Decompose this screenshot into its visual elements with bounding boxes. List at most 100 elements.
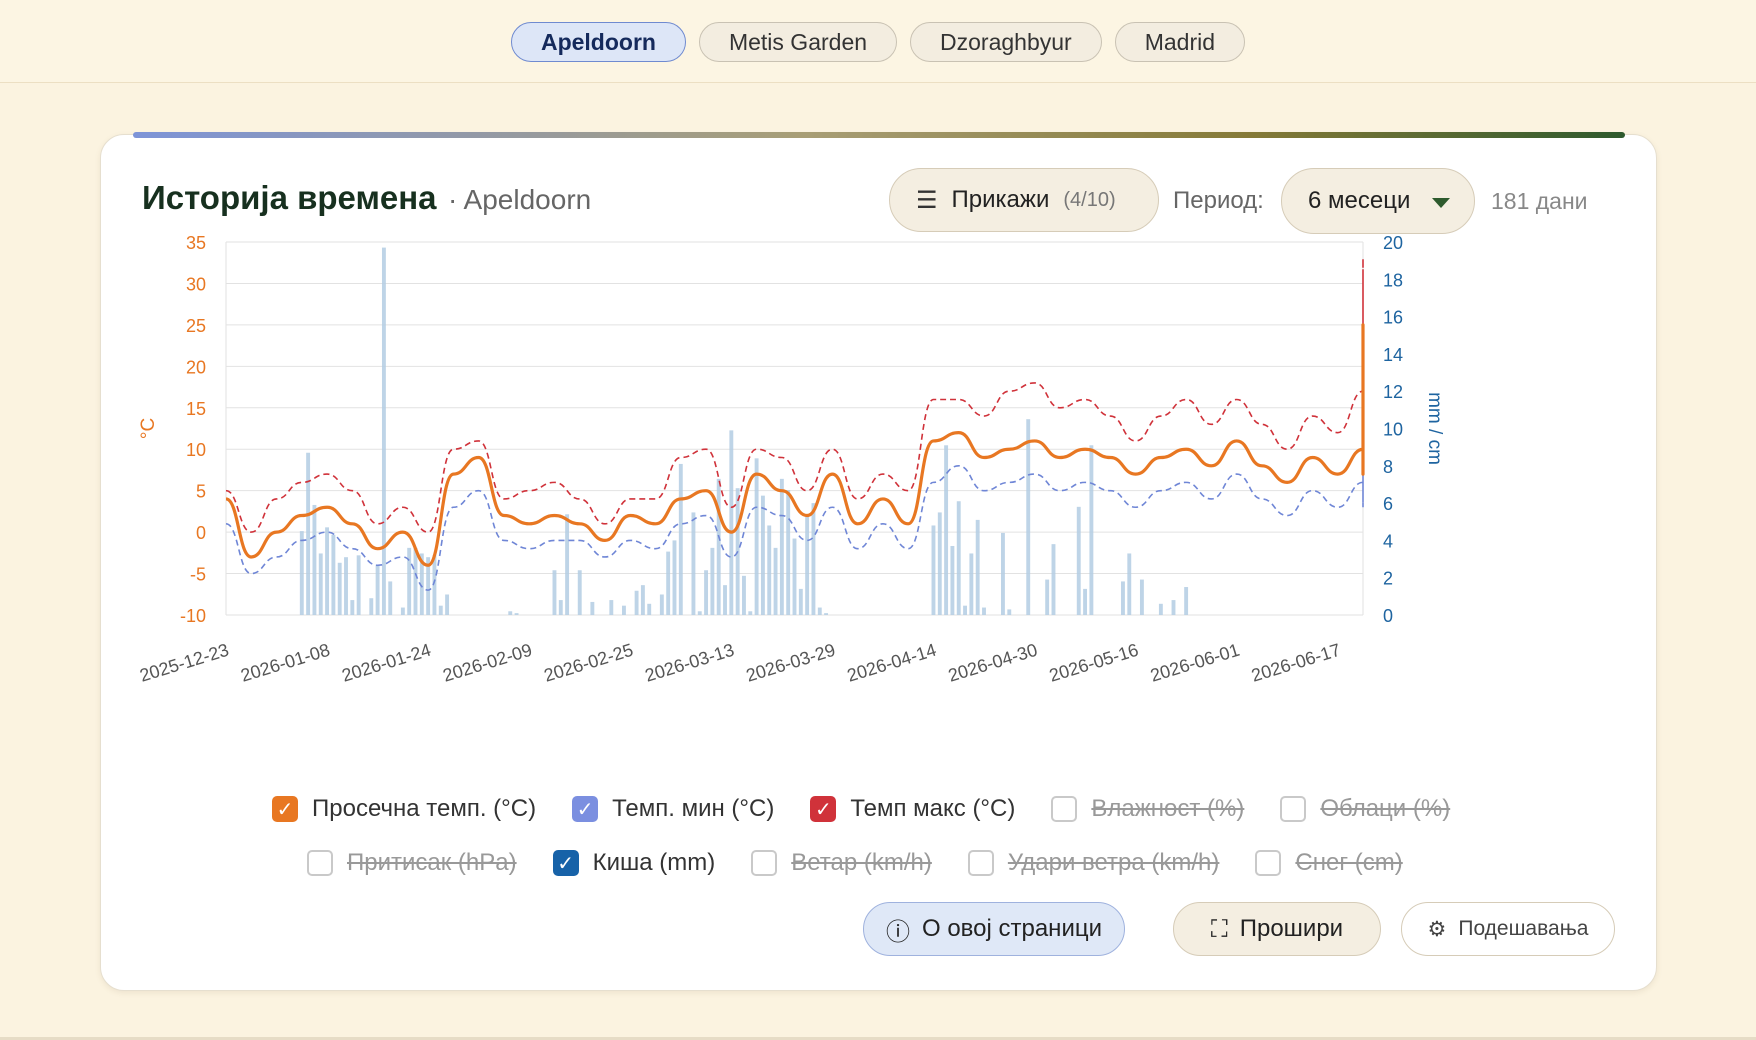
- checkbox-snow[interactable]: [1255, 850, 1282, 876]
- expand-button[interactable]: ⛶ Прошири: [1173, 902, 1381, 956]
- x-tick-label: 2026-05-16: [1047, 640, 1141, 686]
- rain-bar: [1076, 506, 1081, 615]
- legend-item-snow[interactable]: Снег (cm): [1255, 849, 1403, 877]
- rain-bar: [1001, 532, 1005, 615]
- left-tick-label: 25: [186, 316, 206, 336]
- show-series-button[interactable]: ☰ Прикажи (4/10): [889, 168, 1159, 232]
- rain-bar: [944, 445, 949, 615]
- rain-bar: [381, 247, 386, 615]
- rain-bar: [647, 603, 652, 615]
- checkbox-wind[interactable]: [751, 850, 778, 876]
- legend-item-humidity[interactable]: Влажност (%): [1051, 795, 1244, 823]
- tab-madrid[interactable]: Madrid: [1114, 22, 1246, 62]
- settings-button[interactable]: ⚙ Подешавања: [1401, 902, 1615, 956]
- rain-bar: [407, 547, 412, 615]
- rain-bar: [1045, 579, 1050, 615]
- days-count: 181 дани: [1491, 188, 1588, 214]
- right-tick-label: 6: [1383, 494, 1393, 514]
- rain-bar: [445, 594, 450, 615]
- checkbox-pressure[interactable]: [307, 850, 333, 876]
- rain-bar: [432, 555, 437, 615]
- rain-bar: [299, 531, 304, 615]
- rain-bar: [508, 611, 513, 615]
- rain-bar: [786, 490, 791, 615]
- rain-bar: [963, 605, 967, 615]
- legend-row-1: ✓ Просечна темп. (°C) ✓ Темп. мин (°C) ✓…: [272, 795, 1486, 823]
- rain-bar: [375, 564, 380, 615]
- city-tabs: Apeldoorn Metis Garden Dzoraghbyur Madri…: [0, 22, 1756, 62]
- info-icon: ⓘ: [885, 917, 910, 946]
- rain-bar: [723, 585, 727, 615]
- legend-item-rain[interactable]: ✓ Киша (mm): [552, 849, 716, 877]
- tab-apeldoorn[interactable]: Apeldoorn: [510, 22, 686, 62]
- legend-item-max-temp[interactable]: ✓ Темп макс (°C): [810, 795, 1015, 823]
- legend-label: Просечна темп. (°C): [312, 795, 537, 822]
- rain-bar: [1139, 579, 1144, 615]
- x-tick-label: 2026-01-08: [238, 640, 332, 686]
- rain-bar: [640, 585, 645, 615]
- rain-bar: [634, 590, 639, 615]
- rain-bar: [678, 463, 683, 615]
- gear-icon: ⚙: [1427, 917, 1447, 941]
- x-tick-label: 2026-02-09: [440, 640, 534, 686]
- legend-label: Темп макс (°C): [850, 795, 1016, 822]
- legend-item-avg-temp[interactable]: ✓ Просечна темп. (°C): [272, 795, 536, 823]
- checkbox-clouds[interactable]: [1280, 796, 1307, 822]
- checkbox-gusts[interactable]: [967, 850, 994, 876]
- right-tick-label: 20: [1383, 233, 1403, 253]
- legend-item-min-temp[interactable]: ✓ Темп. мин (°C): [572, 795, 774, 823]
- rain-bar: [337, 562, 342, 615]
- rain-bar: [811, 503, 816, 615]
- rain-bar: [937, 512, 942, 615]
- checkbox-humidity[interactable]: [1051, 796, 1078, 822]
- page-title: Историја времена: [142, 179, 437, 216]
- rain-bar: [805, 514, 810, 615]
- x-tick-label: 2026-04-14: [845, 640, 939, 686]
- rain-bar: [748, 611, 753, 615]
- rain-bar: [1158, 603, 1163, 615]
- rain-bar: [767, 525, 772, 615]
- legend-item-wind[interactable]: Ветар (km/h): [751, 849, 932, 877]
- legend-item-clouds[interactable]: Облаци (%): [1280, 795, 1450, 823]
- left-tick-label: 30: [186, 274, 206, 294]
- rain-bar: [331, 534, 336, 615]
- expand-label: Прошири: [1239, 915, 1344, 942]
- series-count: (4/10): [1063, 188, 1116, 211]
- tab-metis-garden[interactable]: Metis Garden: [698, 22, 898, 62]
- checkbox-min-temp[interactable]: ✓: [572, 796, 599, 822]
- rain-bar: [577, 570, 582, 615]
- show-series-label: Прикажи: [951, 186, 1050, 213]
- rain-bar: [697, 611, 702, 615]
- legend-item-gusts[interactable]: Удари ветра (km/h): [967, 849, 1219, 877]
- rain-bar: [312, 504, 317, 615]
- rain-bar: [426, 557, 431, 615]
- checkbox-max-temp[interactable]: ✓: [810, 796, 837, 822]
- rain-bar: [969, 553, 974, 615]
- about-page-button[interactable]: ⓘ О овој страници: [863, 902, 1125, 956]
- card-accent-bar: [133, 132, 1625, 138]
- rain-bar: [956, 501, 961, 615]
- checkbox-rain[interactable]: ✓: [552, 850, 579, 876]
- page-bottom-border: [0, 1037, 1756, 1040]
- rain-bar: [609, 600, 614, 615]
- legend-item-pressure[interactable]: Притисак (hPa): [307, 849, 517, 877]
- left-axis-title: °C: [138, 418, 159, 439]
- right-tick-label: 18: [1383, 270, 1403, 290]
- legend-label: Киша (mm): [592, 849, 716, 876]
- right-tick-label: 8: [1383, 457, 1393, 477]
- rain-bar: [704, 570, 709, 615]
- rain-bar: [565, 514, 570, 615]
- avg-temp-line: [225, 323, 1365, 567]
- checkbox-avg-temp[interactable]: ✓: [272, 796, 298, 822]
- rain-bar: [356, 555, 361, 615]
- x-tick-label: 2025-12-23: [137, 640, 231, 686]
- city-tab-bar: Apeldoorn Metis Garden Dzoraghbyur Madri…: [0, 0, 1756, 83]
- period-select[interactable]: 6 месеци: [1281, 168, 1475, 234]
- left-tick-label: -10: [180, 606, 206, 626]
- rain-bar: [754, 458, 759, 615]
- rain-bar: [1007, 609, 1012, 615]
- tab-dzoraghbyur[interactable]: Dzoraghbyur: [910, 22, 1102, 62]
- x-tick-label: 2026-06-01: [1148, 640, 1242, 686]
- rain-bar: [350, 600, 355, 615]
- rain-bar: [716, 478, 721, 615]
